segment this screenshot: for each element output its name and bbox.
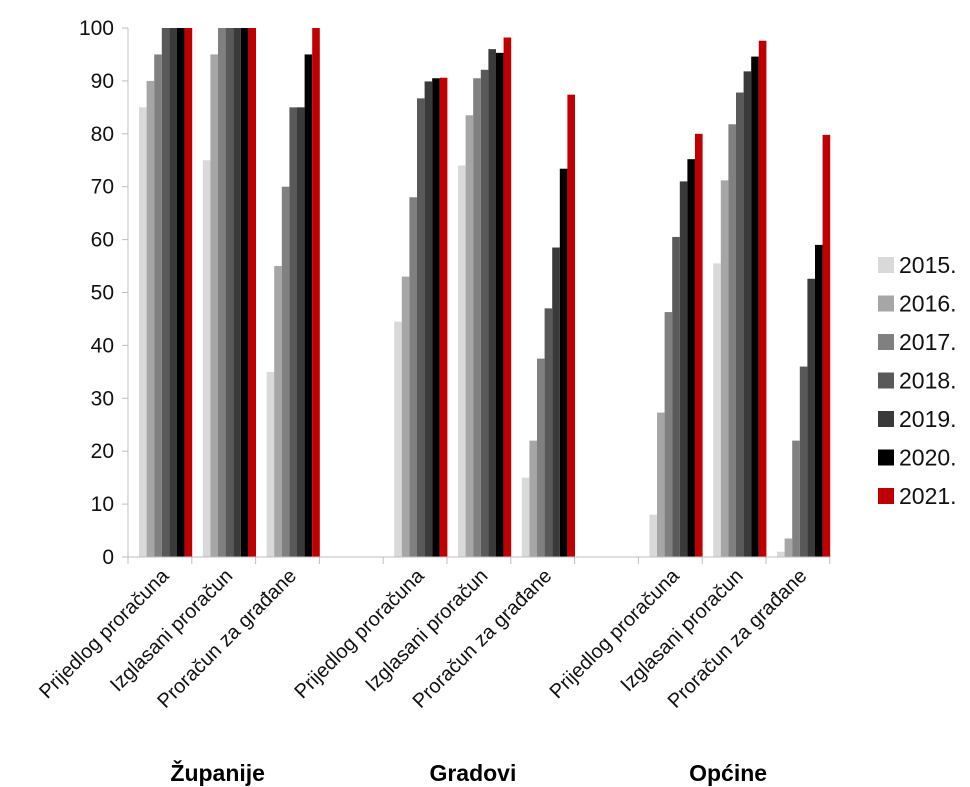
bar-2016-gradovi-3 (529, 440, 537, 557)
legend-swatch-2020 (878, 449, 894, 466)
group-label-gradovi: Gradovi (429, 760, 516, 786)
bar-2015-županije-1 (139, 107, 147, 557)
bar-2020-županije-3 (304, 54, 313, 557)
legend-label-2020: 2020. (899, 445, 957, 471)
legend-swatch-2021 (878, 488, 894, 504)
bar-2016-županije-2 (210, 54, 218, 557)
bar-2017-gradovi-3 (537, 358, 545, 558)
bar-2020-gradovi-2 (496, 52, 504, 558)
y-tick-label: 80 (91, 123, 114, 146)
legend-label-2019: 2019. (899, 406, 957, 432)
bar-2019-županije-1 (169, 28, 177, 557)
bar-2015-županije-2 (202, 160, 211, 557)
bar-2021-gradovi-2 (503, 37, 512, 557)
category-label: Izglasani proračun (617, 565, 748, 696)
y-tick-label: 70 (91, 176, 114, 199)
bar-2021-županije-1 (184, 28, 193, 557)
legend-label-2017: 2017. (899, 329, 957, 355)
legend-swatch-2015 (878, 257, 894, 273)
bar-2016-gradovi-2 (465, 115, 474, 557)
bar-2016-općine-3 (784, 538, 793, 557)
bar-2020-županije-1 (177, 28, 185, 557)
bar-2019-gradovi-2 (488, 49, 496, 557)
bar-2018-županije-2 (225, 28, 234, 557)
bar-2019-gradovi-3 (552, 247, 560, 558)
bar-2018-gradovi-3 (544, 308, 553, 557)
legend-swatch-2019 (878, 411, 894, 427)
bar-2017-općine-2 (728, 124, 736, 557)
legend-swatch-2018 (878, 372, 894, 389)
bar-2016-županije-3 (274, 266, 282, 557)
bar-2017-gradovi-1 (409, 197, 417, 557)
bar-2021-općine-1 (695, 133, 703, 558)
legend-label-2016: 2016. (899, 291, 957, 317)
bar-2016-općine-2 (720, 180, 729, 557)
bar-2019-gradovi-1 (424, 81, 433, 558)
bar-2018-županije-3 (289, 107, 297, 557)
bar-2021-županije-3 (312, 28, 320, 557)
bar-2020-općine-1 (687, 159, 695, 557)
y-tick-label: 30 (91, 387, 114, 410)
y-tick-label: 20 (91, 440, 114, 463)
bar-2015-općine-3 (777, 551, 785, 557)
bar-2021-županije-2 (248, 28, 256, 557)
bar-2015-općine-2 (713, 263, 721, 557)
legend: 2015. 2016. 2017. 2018. 2019. 2020. 2021. (878, 252, 957, 509)
bar-2016-županije-1 (146, 80, 155, 558)
axes-layer (122, 27, 831, 564)
legend-swatch-2017 (878, 334, 894, 350)
bar-2019-županije-3 (297, 107, 305, 557)
bar-2020-gradovi-1 (432, 78, 440, 557)
bar-2015-općine-1 (649, 514, 657, 557)
bar-2017-gradovi-2 (473, 78, 481, 557)
bar-2016-općine-1 (657, 412, 665, 557)
bar-2020-gradovi-3 (559, 168, 568, 557)
bar-2018-županije-1 (161, 28, 170, 557)
bar-2017-općine-1 (664, 312, 673, 557)
y-tick-label: 60 (91, 229, 114, 252)
bar-2018-općine-3 (799, 366, 808, 557)
bar-2016-gradovi-1 (401, 276, 410, 557)
bars-layer (139, 28, 831, 558)
bar-2021-gradovi-3 (567, 94, 575, 558)
bar-2017-općine-3 (792, 440, 800, 557)
bar-2021-gradovi-1 (439, 77, 448, 557)
y-tick-label: 100 (79, 17, 114, 40)
y-tick-label: 10 (91, 493, 114, 516)
group-label-županije: Županije (170, 759, 265, 786)
bar-2017-županije-1 (154, 54, 162, 557)
category-label: Izglasani proračun (361, 565, 492, 696)
bar-2015-gradovi-2 (458, 165, 466, 558)
bar-2019-općine-3 (807, 278, 815, 557)
bar-2020-županije-2 (240, 28, 249, 557)
bar-2021-općine-2 (758, 40, 767, 557)
bar-2019-općine-1 (679, 181, 688, 557)
bar-2021-općine-3 (822, 134, 831, 558)
legend-label-2018: 2018. (899, 368, 957, 394)
bar-2017-županije-3 (281, 186, 290, 557)
bar-2020-općine-3 (815, 244, 823, 557)
bar-2018-gradovi-1 (417, 98, 425, 558)
group-label-općine: Općine (689, 760, 767, 786)
y-tick-label: 0 (102, 546, 114, 569)
bar-2018-općine-1 (672, 236, 680, 557)
category-label: Izglasani proračun (106, 565, 237, 696)
bar-2018-općine-2 (736, 92, 744, 557)
bar-2019-općine-2 (743, 71, 752, 557)
legend-swatch-2016 (878, 295, 894, 312)
legend-label-2021: 2021. (899, 483, 957, 509)
bar-2020-općine-2 (751, 56, 759, 557)
bar-2015-županije-3 (266, 371, 275, 557)
y-tick-label: 40 (91, 334, 114, 357)
y-tick-label: 90 (91, 70, 114, 93)
bar-2015-gradovi-3 (521, 477, 530, 557)
y-tick-label: 50 (91, 282, 114, 305)
bar-2019-županije-2 (233, 28, 241, 557)
bar-2018-gradovi-2 (480, 69, 489, 557)
bar-2015-gradovi-1 (394, 321, 402, 557)
legend-label-2015: 2015. (899, 252, 957, 278)
bar-2017-županije-2 (218, 28, 226, 557)
